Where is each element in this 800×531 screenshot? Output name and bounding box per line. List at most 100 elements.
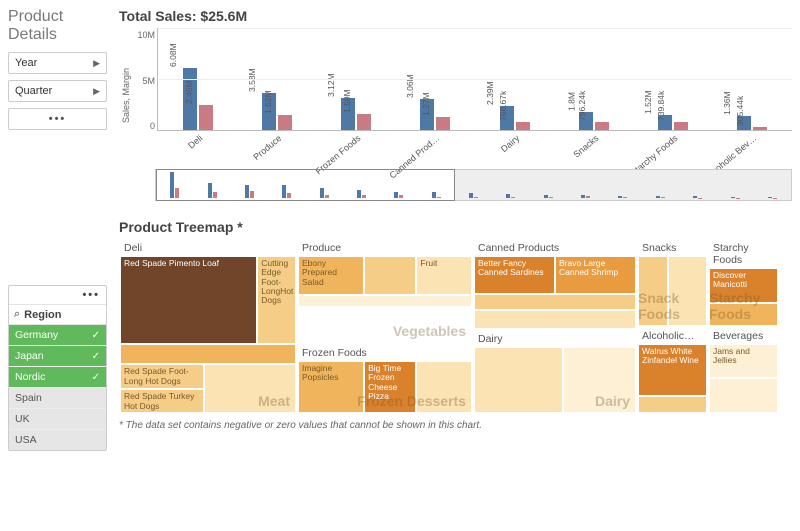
tm-cell[interactable]: Cutting Edge Foot-LongHot Dogs <box>257 256 296 344</box>
tm-cell[interactable] <box>638 256 668 326</box>
region-filter-panel: ••• ⌕ Region Germany✓Japan✓Nordic✓SpainU… <box>8 285 107 451</box>
tm-group-beverages[interactable]: BeveragesJams and Jellies <box>708 327 779 415</box>
region-item-label: USA <box>15 434 37 446</box>
margin-bar[interactable]: 739.84k <box>674 122 688 130</box>
tm-cell[interactable] <box>204 364 296 413</box>
overview-scroller[interactable] <box>155 169 792 201</box>
y-tick: 5M <box>142 76 155 86</box>
check-icon: ✓ <box>92 372 100 383</box>
region-item-label: Japan <box>15 350 44 362</box>
overview-group <box>567 170 604 200</box>
tm-cell[interactable] <box>563 347 636 413</box>
tm-group-produce[interactable]: ProduceEbony Prepared SaladFruitVegetabl… <box>297 239 473 344</box>
tm-group-deli[interactable]: DeliRed Spade Pimento LoafCutting Edge F… <box>119 239 297 414</box>
tm-cell[interactable]: Ebony Prepared Salad <box>298 256 364 295</box>
overview-group <box>679 170 716 200</box>
caret-right-icon: ▶ <box>93 86 100 97</box>
margin-bar[interactable]: 1.59M <box>357 114 371 130</box>
tm-group-label: Frozen Foods <box>298 345 472 361</box>
x-category: Snacks <box>571 133 600 160</box>
tm-cell[interactable]: Red Spade Turkey Hot Dogs <box>120 389 204 413</box>
caret-right-icon: ▶ <box>93 58 100 69</box>
tm-group-starchy[interactable]: Starchy FoodsDiscover ManicottiStarchy F… <box>708 239 779 327</box>
bar-value: 1.8M <box>566 92 576 111</box>
ellipsis-icon: ••• <box>49 113 67 125</box>
tm-cell[interactable] <box>638 396 707 413</box>
bar-value: 739.84k <box>656 91 666 121</box>
search-icon: ⌕ <box>14 308 20 321</box>
page-title: Product Details <box>8 8 107 44</box>
tm-group-snacks[interactable]: SnacksSnack Foods <box>637 239 708 327</box>
margin-bar[interactable]: 305.44k <box>753 127 767 130</box>
tm-cell[interactable]: Red Spade Foot-Long Hot Dogs <box>120 364 204 389</box>
tm-cell[interactable]: Red Spade Pimento Loaf <box>120 256 257 344</box>
tm-cell[interactable] <box>474 310 636 329</box>
tm-cell[interactable]: Discover Manicotti <box>709 268 778 303</box>
overview-selection[interactable] <box>156 169 455 201</box>
tm-cell[interactable]: Walrus White Zinfandel Wine <box>638 344 707 397</box>
bar-value: 2.39M <box>485 81 495 105</box>
region-item-uk[interactable]: UK <box>9 409 106 430</box>
tm-group-body: Red Spade Pimento LoafCutting Edge Foot-… <box>120 256 296 413</box>
tm-cell[interactable]: Fruit <box>416 256 472 295</box>
region-item-japan[interactable]: Japan ✓ <box>9 346 106 367</box>
overview-group <box>642 170 679 200</box>
treemap-footnote: * The data set contains negative or zero… <box>119 420 792 431</box>
tm-cell[interactable] <box>474 347 563 413</box>
tm-cell[interactable]: Bravo Large Canned Shrimp <box>555 256 636 294</box>
tm-cell[interactable] <box>120 344 296 364</box>
tm-cell[interactable] <box>709 303 778 326</box>
tm-cell[interactable] <box>364 256 416 295</box>
tm-group-canned[interactable]: Canned ProductsBetter Fancy Canned Sardi… <box>473 239 637 330</box>
margin-bar[interactable]: 2.45M <box>199 105 213 130</box>
margin-bar[interactable]: 1.27M <box>436 117 450 130</box>
tm-group-frozen[interactable]: Frozen FoodsImagine PopsiclesBig Time Fr… <box>297 344 473 414</box>
tm-cell[interactable]: Big Time Frozen Cheese Pizza <box>364 361 416 413</box>
bar-value: 3.06M <box>406 74 416 98</box>
check-icon: ✓ <box>92 351 100 362</box>
region-panel-more[interactable]: ••• <box>9 286 106 305</box>
tm-cell[interactable]: Better Fancy Canned Sardines <box>474 256 555 294</box>
region-item-usa[interactable]: USA <box>9 430 106 450</box>
margin-bar[interactable]: 796.24k <box>595 122 609 130</box>
tm-group-body: Ebony Prepared Salad Fruit Vegetables <box>298 256 472 343</box>
region-search[interactable]: ⌕ Region <box>9 305 106 325</box>
tm-group-alcoholic[interactable]: Alcoholic…Walrus White Zinfandel Wine <box>637 327 708 415</box>
tm-group-body: Imagine PopsiclesBig Time Frozen Cheese … <box>298 361 472 413</box>
tm-cell[interactable]: Jams and Jellies <box>709 344 778 379</box>
tm-cell[interactable] <box>668 256 707 326</box>
region-search-label: Region <box>24 309 61 321</box>
y-tick: 0 <box>150 121 155 131</box>
tm-group-label: Snacks <box>638 240 707 256</box>
y-tick: 10M <box>137 30 155 40</box>
year-label: Year <box>15 57 37 69</box>
region-item-nordic[interactable]: Nordic✓ <box>9 367 106 388</box>
tm-cell[interactable] <box>474 294 636 310</box>
tm-cell[interactable] <box>709 378 778 413</box>
margin-bar[interactable]: 768.67k <box>516 122 530 130</box>
tm-group-label: Dairy <box>474 331 636 347</box>
region-item-spain[interactable]: Spain <box>9 388 106 409</box>
gridline <box>158 28 792 29</box>
tm-group-label: Beverages <box>709 328 778 344</box>
region-item-label: Germany <box>15 329 58 341</box>
region-item-label: Spain <box>15 392 42 404</box>
tm-cell[interactable]: Imagine Popsicles <box>298 361 364 413</box>
treemap-title: Product Treemap * <box>119 219 792 235</box>
tm-group-label: Starchy Foods <box>709 240 778 268</box>
tm-group-body: Snack Foods <box>638 256 707 326</box>
tm-group-dairy[interactable]: DairyDairy <box>473 330 637 414</box>
tm-watermark: Vegetables <box>393 323 466 339</box>
more-filters-button[interactable]: ••• <box>8 108 107 130</box>
tm-group-label: Alcoholic… <box>638 328 707 344</box>
region-item-germany[interactable]: Germany✓ <box>9 325 106 346</box>
tm-cell[interactable] <box>298 295 472 307</box>
bar-value: 2.45M <box>184 80 194 104</box>
bar-value: 1.27M <box>422 92 432 116</box>
treemap-chart: DeliRed Spade Pimento LoafCutting Edge F… <box>119 239 779 414</box>
tm-group-body: Better Fancy Canned SardinesBravo Large … <box>474 256 636 329</box>
quarter-dropdown[interactable]: Quarter ▶ <box>8 80 107 102</box>
tm-cell[interactable] <box>416 361 472 413</box>
year-dropdown[interactable]: Year ▶ <box>8 52 107 74</box>
margin-bar[interactable]: 1.52M <box>278 115 292 131</box>
